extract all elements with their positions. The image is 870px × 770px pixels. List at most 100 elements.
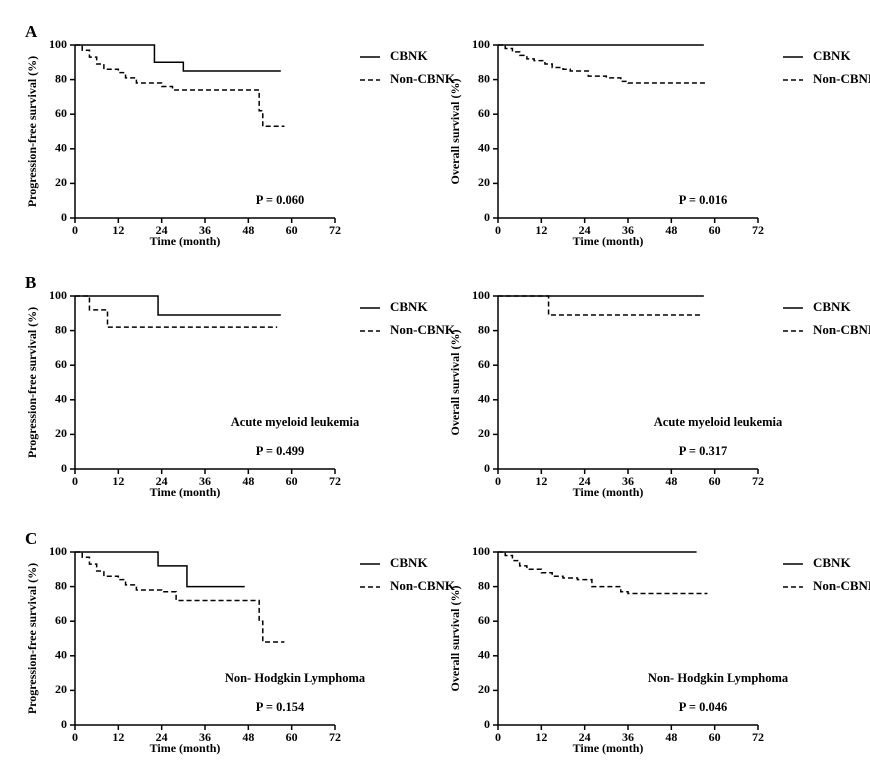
panel-label: A: [25, 22, 38, 41]
x-tick-label: 60: [709, 474, 721, 488]
x-axis-label: Time (month): [573, 234, 644, 248]
y-tick-label: 60: [478, 106, 490, 120]
legend-label: Non-CBNK: [390, 322, 456, 337]
x-axis-label: Time (month): [573, 485, 644, 499]
x-tick-label: 48: [665, 730, 677, 744]
survival-curve: [75, 44, 281, 72]
x-tick-label: 12: [112, 474, 124, 488]
y-tick-label: 40: [55, 141, 67, 155]
x-tick-label: 60: [286, 474, 298, 488]
y-tick-label: 20: [478, 682, 490, 696]
y-tick-label: 80: [478, 322, 490, 336]
x-tick-label: 24: [156, 474, 168, 488]
x-tick-label: 12: [535, 730, 547, 744]
y-tick-label: 100: [49, 288, 67, 302]
y-axis-label: Overall survival (%): [448, 79, 462, 185]
y-tick-label: 100: [472, 544, 490, 558]
legend-label: CBNK: [390, 555, 428, 570]
x-tick-label: 60: [286, 223, 298, 237]
legend-label: CBNK: [390, 48, 428, 63]
x-tick-label: 0: [72, 223, 78, 237]
y-tick-label: 0: [484, 210, 490, 224]
y-tick-label: 0: [484, 461, 490, 475]
y-tick-label: 80: [478, 71, 490, 85]
legend-label: CBNK: [813, 48, 851, 63]
y-tick-label: 20: [478, 426, 490, 440]
y-tick-label: 0: [484, 717, 490, 731]
x-tick-label: 0: [72, 730, 78, 744]
annotation: Non- Hodgkin Lymphoma: [225, 671, 366, 685]
x-tick-label: 36: [622, 730, 634, 744]
y-axis-label: Progression-free survival (%): [25, 563, 39, 714]
x-tick-label: 24: [156, 730, 168, 744]
x-tick-label: 72: [752, 730, 764, 744]
x-tick-label: 72: [329, 474, 341, 488]
y-tick-label: 80: [55, 71, 67, 85]
p-value: P = 0.499: [256, 444, 304, 458]
x-axis-label: Time (month): [573, 741, 644, 755]
panel-label: B: [25, 273, 36, 292]
legend-label: CBNK: [390, 299, 428, 314]
x-tick-label: 48: [665, 474, 677, 488]
p-value: P = 0.154: [256, 700, 305, 714]
x-tick-label: 72: [329, 730, 341, 744]
y-tick-label: 80: [55, 578, 67, 592]
x-tick-label: 24: [156, 223, 168, 237]
y-tick-label: 40: [55, 392, 67, 406]
x-tick-label: 24: [579, 730, 591, 744]
annotation: Acute myeloid leukemia: [231, 415, 360, 429]
y-tick-label: 0: [61, 717, 67, 731]
legend-label: Non-CBNK: [813, 578, 870, 593]
x-tick-label: 72: [752, 474, 764, 488]
y-axis-label: Progression-free survival (%): [25, 56, 39, 207]
x-tick-label: 48: [665, 223, 677, 237]
p-value: P = 0.060: [256, 193, 304, 207]
x-tick-label: 36: [199, 474, 211, 488]
x-tick-label: 12: [112, 730, 124, 744]
y-tick-label: 100: [472, 37, 490, 51]
x-tick-label: 24: [579, 474, 591, 488]
legend-label: CBNK: [813, 299, 851, 314]
y-tick-label: 60: [55, 106, 67, 120]
legend-label: CBNK: [813, 555, 851, 570]
y-tick-label: 20: [55, 682, 67, 696]
x-tick-label: 12: [112, 223, 124, 237]
x-tick-label: 48: [242, 474, 254, 488]
y-tick-label: 80: [478, 578, 490, 592]
y-tick-label: 60: [55, 357, 67, 371]
x-tick-label: 48: [242, 730, 254, 744]
y-axis-label: Progression-free survival (%): [25, 307, 39, 458]
p-value: P = 0.317: [679, 444, 727, 458]
y-tick-label: 20: [478, 175, 490, 189]
y-tick-label: 60: [478, 613, 490, 627]
legend-label: Non-CBNK: [390, 578, 456, 593]
y-tick-label: 40: [478, 141, 490, 155]
x-tick-label: 60: [709, 730, 721, 744]
survival-curve: [75, 44, 285, 128]
x-tick-label: 12: [535, 223, 547, 237]
x-tick-label: 36: [622, 474, 634, 488]
legend-label: Non-CBNK: [813, 71, 870, 86]
x-axis-label: Time (month): [150, 485, 221, 499]
y-tick-label: 80: [55, 322, 67, 336]
legend-label: Non-CBNK: [813, 322, 870, 337]
y-tick-label: 100: [49, 37, 67, 51]
y-axis-label: Overall survival (%): [448, 330, 462, 436]
y-tick-label: 60: [478, 357, 490, 371]
x-tick-label: 0: [72, 474, 78, 488]
y-axis-label: Overall survival (%): [448, 586, 462, 692]
y-tick-label: 20: [55, 426, 67, 440]
x-tick-label: 0: [495, 474, 501, 488]
x-tick-label: 0: [495, 223, 501, 237]
x-tick-label: 60: [709, 223, 721, 237]
y-tick-label: 60: [55, 613, 67, 627]
x-tick-label: 36: [622, 223, 634, 237]
x-tick-label: 48: [242, 223, 254, 237]
y-tick-label: 0: [61, 210, 67, 224]
y-tick-label: 40: [55, 648, 67, 662]
y-tick-label: 40: [478, 648, 490, 662]
legend-label: Non-CBNK: [390, 71, 456, 86]
panel-label: C: [25, 529, 37, 548]
y-tick-label: 100: [49, 544, 67, 558]
annotation: Non- Hodgkin Lymphoma: [648, 671, 789, 685]
